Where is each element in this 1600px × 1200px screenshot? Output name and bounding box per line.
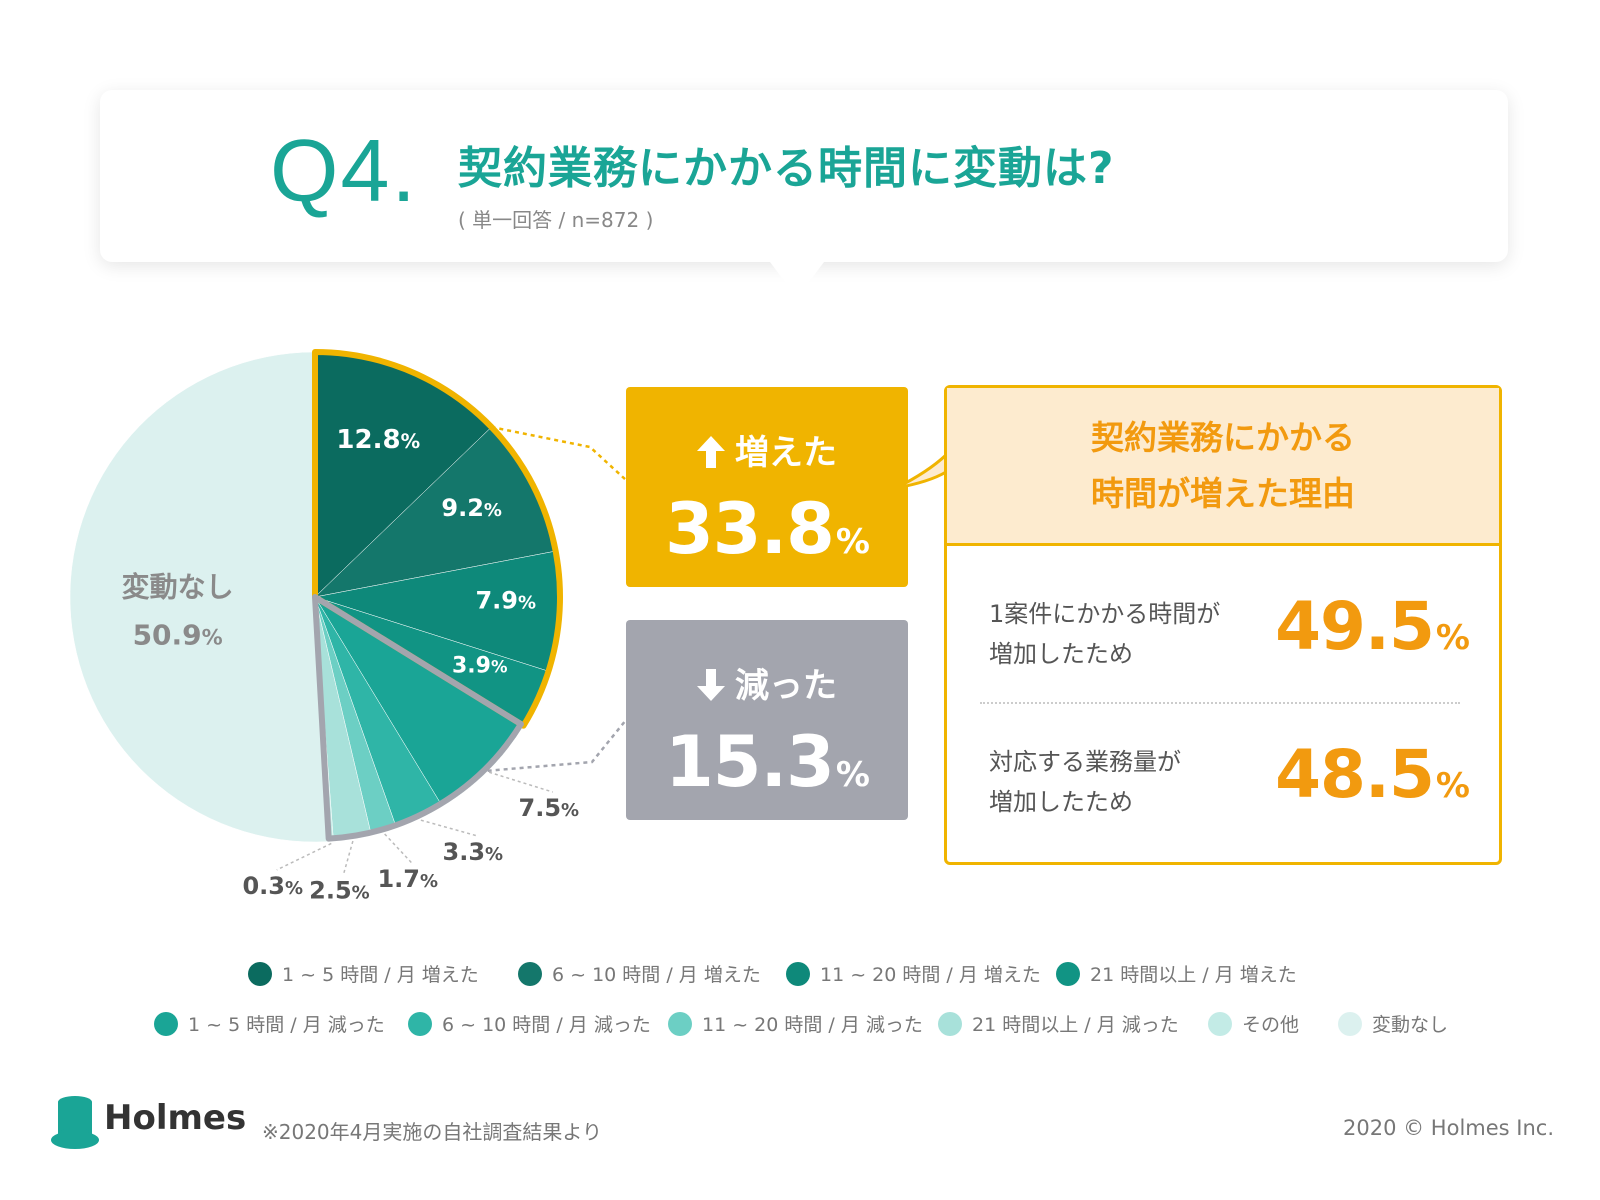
legend-swatch <box>154 1012 178 1036</box>
holmes-logo-text: Holmes <box>104 1098 247 1138</box>
label-leader-line <box>384 833 413 864</box>
increase-label: 増えた <box>735 433 837 473</box>
legend-item: 11 ~ 20 時間 / 月 増えた <box>786 960 1041 987</box>
legend-swatch <box>1056 962 1080 986</box>
legend-item: その他 <box>1208 1010 1299 1037</box>
reasons-title: 契約業務にかかる 時間が増えた理由 <box>947 388 1499 546</box>
legend-label: 変動なし <box>1372 1014 1449 1036</box>
increase-unit: % <box>835 522 870 562</box>
legend-item: 変動なし <box>1338 1010 1448 1037</box>
decrease-summary-box: 減った 15.3% <box>626 620 908 820</box>
legend-swatch <box>248 962 272 986</box>
legend-swatch <box>938 1012 962 1036</box>
legend-item: 11 ~ 20 時間 / 月 減った <box>668 1010 923 1037</box>
reason-1-unit: % <box>1435 618 1470 658</box>
copyright: 2020 © Holmes Inc. <box>1343 1116 1554 1140</box>
decrease-unit: % <box>835 755 870 795</box>
survey-note: ※2020年4月実施の自社調査結果より <box>262 1120 602 1144</box>
increase-summary-box: 増えた 33.8% <box>626 387 908 587</box>
legend-item: 6 ~ 10 時間 / 月 減った <box>408 1010 651 1037</box>
label-leader-line <box>276 842 332 871</box>
legend-label: 21 時間以上 / 月 減った <box>972 1014 1179 1036</box>
reason-2-value: 48.5 <box>1275 736 1435 813</box>
decrease-leader-line <box>487 719 627 773</box>
pie-slice <box>69 351 330 843</box>
reason-2-line1: 対応する業務量が <box>989 748 1181 776</box>
arrow-up-icon <box>697 436 725 468</box>
legend-swatch <box>408 1012 432 1036</box>
legend-item: 21 時間以上 / 月 増えた <box>1056 960 1297 987</box>
reasons-divider <box>980 702 1460 704</box>
decreased-group-outline <box>312 594 524 842</box>
page-title: 契約業務にかかる時間に変動は? <box>458 143 1115 194</box>
increase-leader-line <box>491 425 627 481</box>
reason-2-unit: % <box>1435 766 1470 806</box>
legend-item: 6 ~ 10 時間 / 月 増えた <box>518 960 761 987</box>
title-card-pointer <box>770 262 824 298</box>
legend-item: 1 ~ 5 時間 / 月 減った <box>154 1010 385 1037</box>
legend-label: 21 時間以上 / 月 増えた <box>1090 964 1297 986</box>
reason-item: 1案件にかかる時間が 増加したため 49.5% <box>989 578 1470 688</box>
legend-label: 11 ~ 20 時間 / 月 増えた <box>820 964 1041 986</box>
legend-swatch <box>1208 1012 1232 1036</box>
pie-value-label: 12.8% <box>336 425 420 455</box>
reasons-title-line2: 時間が増えた理由 <box>1091 474 1355 513</box>
legend-swatch <box>786 962 810 986</box>
question-number: Q4. <box>270 121 418 220</box>
reason-2-line2: 増加したため <box>989 788 1133 816</box>
legend-label: その他 <box>1242 1014 1300 1036</box>
legend-label: 6 ~ 10 時間 / 月 増えた <box>552 964 761 986</box>
legend-item: 1 ~ 5 時間 / 月 増えた <box>248 960 479 987</box>
reason-1-line1: 1案件にかかる時間が <box>989 600 1221 628</box>
legend-swatch <box>1338 1012 1362 1036</box>
legend-label: 1 ~ 5 時間 / 月 減った <box>188 1014 385 1036</box>
legend-label: 1 ~ 5 時間 / 月 増えた <box>282 964 479 986</box>
reasons-panel: 契約業務にかかる 時間が増えた理由 1案件にかかる時間が 増加したため 49.5… <box>944 385 1502 865</box>
page-subtitle: ( 単一回答 / n=872 ) <box>458 208 654 232</box>
legend-label: 6 ~ 10 時間 / 月 減った <box>442 1014 651 1036</box>
pie-value-label: 3.9% <box>452 654 508 679</box>
legend-swatch <box>518 962 542 986</box>
legend-label: 11 ~ 20 時間 / 月 減った <box>702 1014 923 1036</box>
reason-1-value: 49.5 <box>1275 588 1435 665</box>
decrease-label: 減った <box>735 666 837 706</box>
holmes-hat-logo-icon <box>51 1096 99 1149</box>
increase-value: 33.8 <box>665 488 835 570</box>
reason-1-line2: 増加したため <box>989 640 1133 668</box>
reasons-title-line1: 契約業務にかかる <box>1091 418 1355 457</box>
increased-group-outline <box>312 349 563 729</box>
pie-category-label: 変動なし <box>122 571 234 604</box>
legend-item: 21 時間以上 / 月 減った <box>938 1010 1179 1037</box>
label-leader-line <box>488 771 554 793</box>
title-card <box>100 90 1508 262</box>
label-leader-line <box>420 819 478 837</box>
arrow-down-icon <box>697 669 725 701</box>
decrease-value: 15.3 <box>665 721 835 803</box>
reason-item: 対応する業務量が 増加したため 48.5% <box>989 726 1470 836</box>
legend-swatch <box>668 1012 692 1036</box>
